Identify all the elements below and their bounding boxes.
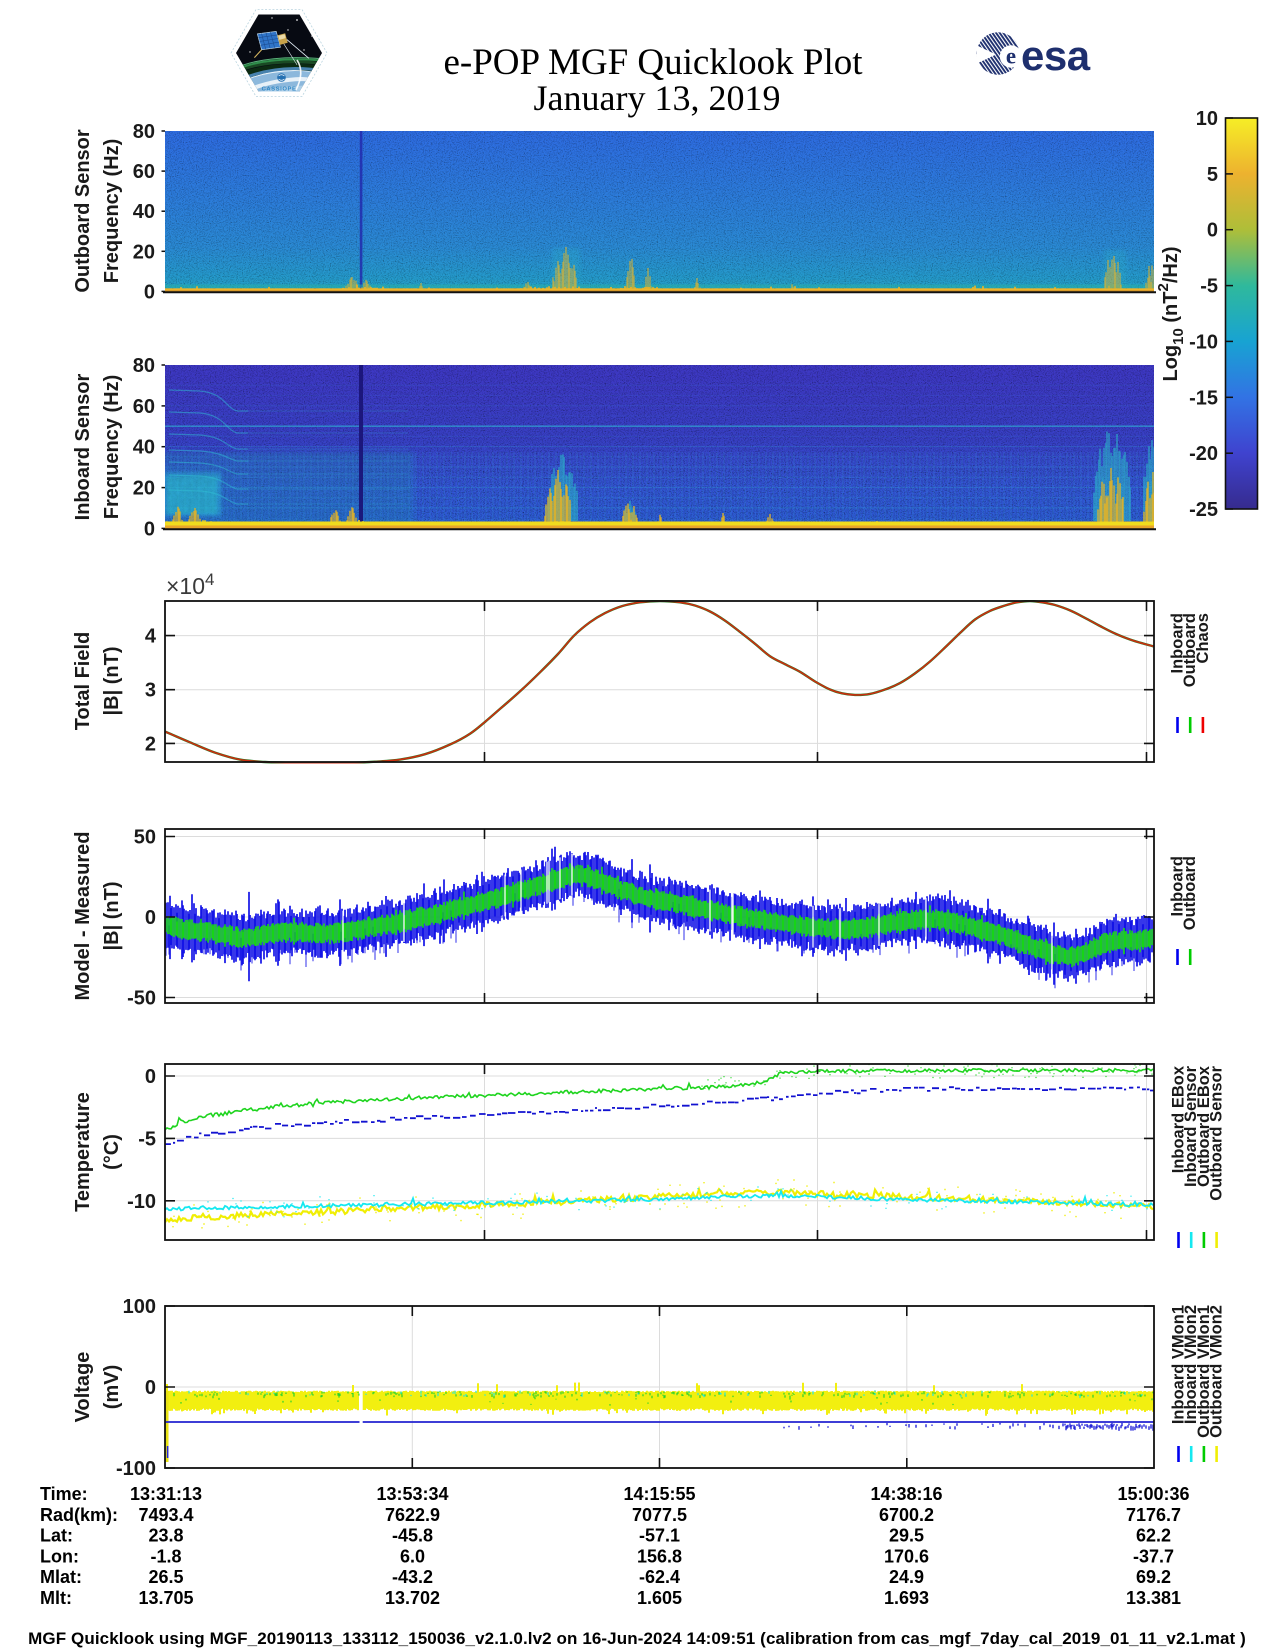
svg-text:-100: -100 xyxy=(116,1458,156,1480)
svg-text:14:38:16: 14:38:16 xyxy=(870,1484,942,1504)
svg-text:Total Field: Total Field xyxy=(72,632,94,731)
svg-text:Mlat:: Mlat: xyxy=(40,1567,82,1587)
svg-text:-57.1: -57.1 xyxy=(639,1526,680,1546)
svg-text:Inboard EBox: Inboard EBox xyxy=(1170,1065,1188,1173)
svg-text:Inboard VMon2: Inboard VMon2 xyxy=(1182,1305,1200,1424)
svg-text:14:15:55: 14:15:55 xyxy=(623,1484,695,1504)
svg-text:13:31:13: 13:31:13 xyxy=(130,1484,202,1504)
svg-text:CASSIOPE: CASSIOPE xyxy=(262,87,297,93)
svg-text:Outboard VMon2: Outboard VMon2 xyxy=(1208,1305,1226,1438)
svg-text:-15: -15 xyxy=(1189,387,1218,409)
svg-text:Outboard EBox: Outboard EBox xyxy=(1195,1065,1213,1187)
svg-text:|B| (nT): |B| (nT) xyxy=(101,882,123,951)
svg-text:Model - Measured: Model - Measured xyxy=(72,832,94,1001)
svg-text:29.5: 29.5 xyxy=(889,1526,924,1546)
svg-text:-1.8: -1.8 xyxy=(150,1546,181,1566)
svg-text:60: 60 xyxy=(133,161,155,183)
svg-text:5: 5 xyxy=(1207,164,1218,186)
svg-text:e-POP MGF Quicklook Plot: e-POP MGF Quicklook Plot xyxy=(443,42,863,83)
svg-text:Inboard Sensor: Inboard Sensor xyxy=(72,373,94,520)
svg-text:3: 3 xyxy=(145,680,156,702)
svg-text:23.8: 23.8 xyxy=(148,1526,183,1546)
svg-text:0: 0 xyxy=(145,907,156,929)
svg-text:80: 80 xyxy=(133,121,155,143)
svg-text:13:53:34: 13:53:34 xyxy=(376,1484,448,1504)
svg-text:-43.2: -43.2 xyxy=(392,1567,433,1587)
svg-text:Chaos: Chaos xyxy=(1194,613,1212,663)
svg-text:(mV): (mV) xyxy=(101,1365,123,1409)
svg-text:Inboard Sensor: Inboard Sensor xyxy=(1182,1065,1200,1187)
svg-text:0: 0 xyxy=(144,281,155,303)
svg-text:69.2: 69.2 xyxy=(1136,1567,1171,1587)
svg-text:50: 50 xyxy=(134,827,156,849)
svg-text:Frequency (Hz): Frequency (Hz) xyxy=(101,139,123,283)
svg-text:Lon:: Lon: xyxy=(40,1546,79,1566)
svg-text:e: e xyxy=(1006,44,1016,69)
svg-text:|B| (nT): |B| (nT) xyxy=(101,647,123,716)
svg-text:Outboard VMon1: Outboard VMon1 xyxy=(1195,1305,1213,1438)
svg-text:13.381: 13.381 xyxy=(1126,1588,1181,1608)
svg-text:4: 4 xyxy=(145,626,157,648)
svg-text:0: 0 xyxy=(145,1066,156,1088)
svg-text:15:00:36: 15:00:36 xyxy=(1117,1484,1189,1504)
svg-text:60: 60 xyxy=(133,396,155,418)
svg-text:156.8: 156.8 xyxy=(637,1546,682,1566)
svg-text:Inboard VMon1: Inboard VMon1 xyxy=(1170,1305,1188,1424)
svg-text:Log10 (nT2/Hz): Log10 (nT2/Hz) xyxy=(1155,246,1187,381)
svg-text:Voltage: Voltage xyxy=(72,1352,94,1423)
svg-text:10: 10 xyxy=(1196,108,1218,130)
svg-text:MGF Quicklook using MGF_201901: MGF Quicklook using MGF_20190113_133112_… xyxy=(28,1629,1246,1648)
svg-text:6700.2: 6700.2 xyxy=(879,1505,934,1525)
svg-text:esa: esa xyxy=(1021,32,1091,79)
svg-text:80: 80 xyxy=(133,355,155,377)
svg-text:-20: -20 xyxy=(1189,443,1218,465)
svg-text:0: 0 xyxy=(145,1377,156,1399)
svg-text:24.9: 24.9 xyxy=(889,1567,924,1587)
svg-text:Lat:: Lat: xyxy=(40,1526,73,1546)
svg-text:-5: -5 xyxy=(1200,276,1218,298)
svg-text:-10: -10 xyxy=(127,1191,156,1213)
svg-text:Outboard: Outboard xyxy=(1181,613,1199,687)
svg-text:13.705: 13.705 xyxy=(138,1588,193,1608)
svg-text:0: 0 xyxy=(1207,220,1218,242)
svg-text:62.2: 62.2 xyxy=(1136,1526,1171,1546)
svg-text:-25: -25 xyxy=(1189,499,1218,521)
svg-text:-10: -10 xyxy=(1189,331,1218,353)
svg-text:7077.5: 7077.5 xyxy=(632,1505,687,1525)
svg-text:0: 0 xyxy=(144,518,155,540)
svg-text:Rad(km):: Rad(km): xyxy=(40,1505,118,1525)
svg-text:-50: -50 xyxy=(127,988,156,1010)
svg-text:170.6: 170.6 xyxy=(884,1546,929,1566)
svg-text:Inboard: Inboard xyxy=(1169,856,1187,917)
svg-text:20: 20 xyxy=(133,478,155,500)
svg-text:-37.7: -37.7 xyxy=(1133,1546,1174,1566)
svg-text:Mlt:: Mlt: xyxy=(40,1588,72,1608)
svg-text:(°C): (°C) xyxy=(101,1134,123,1170)
svg-text:20: 20 xyxy=(133,241,155,263)
svg-text:40: 40 xyxy=(133,201,155,223)
svg-text:7493.4: 7493.4 xyxy=(138,1505,193,1525)
svg-text:6.0: 6.0 xyxy=(400,1546,425,1566)
svg-text:Temperature: Temperature xyxy=(72,1092,94,1212)
svg-text:-5: -5 xyxy=(138,1128,156,1150)
svg-text:Time:: Time: xyxy=(40,1484,88,1504)
svg-text:January 13, 2019: January 13, 2019 xyxy=(534,78,781,118)
svg-text:1.605: 1.605 xyxy=(637,1588,682,1608)
svg-text:40: 40 xyxy=(133,437,155,459)
svg-text:1.693: 1.693 xyxy=(884,1588,929,1608)
svg-text:7622.9: 7622.9 xyxy=(385,1505,440,1525)
svg-text:Frequency (Hz): Frequency (Hz) xyxy=(101,375,123,519)
svg-text:Outboard Sensor: Outboard Sensor xyxy=(1208,1065,1226,1200)
svg-text:13.702: 13.702 xyxy=(385,1588,440,1608)
svg-text:7176.7: 7176.7 xyxy=(1126,1505,1181,1525)
svg-text:26.5: 26.5 xyxy=(148,1567,183,1587)
svg-text:Inboard: Inboard xyxy=(1169,613,1187,674)
svg-text:100: 100 xyxy=(123,1296,156,1318)
svg-text:Outboard Sensor: Outboard Sensor xyxy=(72,129,94,293)
svg-text:Outboard: Outboard xyxy=(1181,856,1199,930)
svg-text:-45.8: -45.8 xyxy=(392,1526,433,1546)
svg-text:2: 2 xyxy=(145,733,156,755)
svg-text:-62.4: -62.4 xyxy=(639,1567,680,1587)
